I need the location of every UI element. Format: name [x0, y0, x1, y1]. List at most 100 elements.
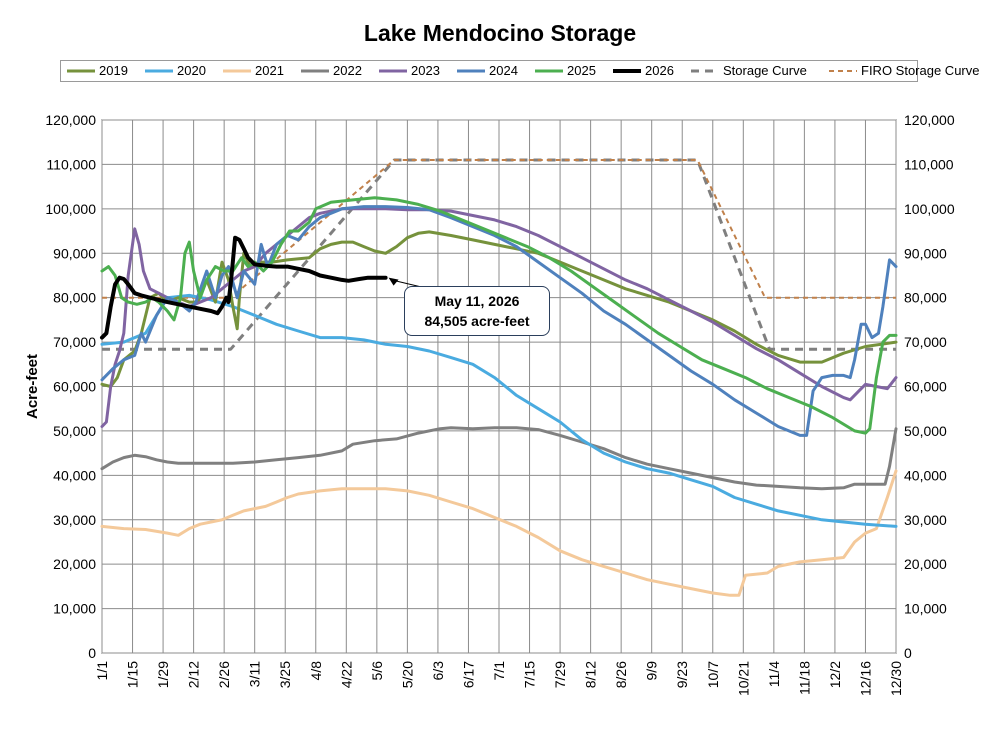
legend-swatch	[223, 69, 251, 73]
x-tick-label: 4/22	[338, 661, 354, 688]
y-tick-label-right: 100,000	[904, 201, 955, 217]
legend-item: 2019	[65, 62, 128, 80]
y-tick-label-left: 50,000	[53, 423, 96, 439]
y-tick-label-left: 40,000	[53, 467, 96, 483]
y-tick-label-left: 60,000	[53, 379, 96, 395]
legend: 2019 2020 2021 2022 2023 2024 2025 2026 Storage …	[60, 60, 980, 82]
legend-label: 2020	[177, 63, 206, 78]
legend-label: 2019	[99, 63, 128, 78]
legend-label: 2022	[333, 63, 362, 78]
x-tick-label: 12/16	[857, 661, 873, 696]
y-tick-label-right: 30,000	[904, 512, 947, 528]
legend-label: Storage Curve	[723, 63, 807, 78]
y-tick-label-left: 80,000	[53, 290, 96, 306]
legend-label: 2024	[489, 63, 518, 78]
legend-item: 2023	[377, 62, 440, 80]
legend-label: 2023	[411, 63, 440, 78]
x-tick-label: 3/11	[247, 661, 263, 687]
x-tick-label: 5/20	[399, 661, 415, 688]
x-tick-label: 6/3	[430, 661, 446, 681]
x-tick-label: 2/12	[186, 661, 202, 688]
grid	[101, 119, 897, 654]
x-tick-label: 7/15	[522, 661, 538, 688]
legend-swatch	[457, 69, 485, 73]
annotation-callout: May 11, 2026 84,505 acre-feet	[404, 286, 550, 336]
x-tick-label: 6/17	[460, 661, 476, 688]
legend-swatch	[829, 70, 857, 72]
y-tick-label-right: 40,000	[904, 467, 947, 483]
series-line-2023	[100, 207, 898, 428]
chart-title: Lake Mendocino Storage	[363, 20, 637, 46]
annotation-value: 84,505 acre-feet	[424, 313, 530, 329]
y-tick-label-right: 110,000	[904, 156, 954, 172]
legend-swatch	[301, 69, 329, 73]
legend-swatch	[613, 69, 641, 73]
x-tick-label: 12/2	[827, 661, 843, 688]
x-tick-label: 7/29	[552, 661, 568, 688]
y-tick-label-right: 20,000	[904, 556, 947, 572]
x-tick-label: 10/21	[735, 661, 751, 696]
x-tick-label: 11/18	[796, 661, 812, 695]
legend-swatch	[145, 69, 173, 73]
y-tick-label-left: 70,000	[53, 334, 96, 350]
legend-label: 2025	[567, 63, 596, 78]
legend-label: 2021	[255, 63, 284, 78]
y-tick-label-right: 90,000	[904, 245, 947, 261]
x-tick-label: 2/26	[216, 661, 232, 688]
series-line-2026	[100, 235, 388, 340]
series-line-2021	[100, 469, 898, 597]
y-tick-label-right: 0	[904, 645, 912, 661]
annotation-arrowhead	[388, 277, 399, 286]
x-tick-label: 1/1	[94, 661, 110, 681]
legend-label: FIRO Storage Curve	[861, 63, 980, 78]
x-tick-label: 1/15	[125, 661, 141, 688]
legend-label: 2026	[645, 63, 674, 78]
legend-swatch	[691, 69, 719, 73]
legend-item: 2025	[533, 62, 596, 80]
series-line-firo-storage-curve	[102, 159, 896, 299]
axes: 0 0 10,000 10,000 20,000 20,000 30,000 30,000 40…	[24, 112, 955, 696]
legend-item: FIRO Storage Curve	[827, 62, 980, 80]
x-tick-label: 3/25	[277, 661, 293, 688]
y-tick-label-left: 0	[88, 645, 96, 661]
y-tick-label-left: 90,000	[53, 245, 96, 261]
y-tick-label-left: 30,000	[53, 512, 96, 528]
legend-item: 2022	[299, 62, 362, 80]
y-tick-label-left: 20,000	[53, 556, 96, 572]
series-line-2025	[100, 196, 898, 435]
series-line-2024	[100, 205, 898, 437]
y-tick-label-left: 100,000	[45, 201, 96, 217]
legend-item: 2026	[611, 62, 674, 80]
y-tick-label-right: 50,000	[904, 423, 947, 439]
annotation-date: May 11, 2026	[434, 293, 520, 309]
legend-item: 2024	[455, 62, 518, 80]
x-tick-label: 12/30	[888, 661, 904, 696]
legend-swatch	[379, 69, 407, 73]
legend-swatch	[535, 69, 563, 73]
x-tick-label: 5/6	[369, 661, 385, 681]
legend-item: 2020	[143, 62, 206, 80]
x-tick-label: 7/1	[491, 661, 507, 681]
y-tick-label-right: 70,000	[904, 334, 947, 350]
legend-swatch	[67, 69, 95, 73]
y-tick-label-right: 120,000	[904, 112, 955, 128]
x-tick-label: 4/8	[308, 661, 324, 681]
legend-item: 2021	[221, 62, 284, 80]
y-tick-label-right: 10,000	[904, 601, 947, 617]
y-tick-label-left: 120,000	[45, 112, 96, 128]
y-axis-title: Acre-feet	[24, 354, 41, 419]
y-tick-label-right: 60,000	[904, 379, 947, 395]
y-tick-label-right: 80,000	[904, 290, 947, 306]
y-tick-label-left: 10,000	[53, 601, 96, 617]
series-line-2022	[100, 426, 898, 491]
x-tick-label: 10/7	[705, 661, 721, 688]
x-tick-label: 9/23	[674, 661, 690, 688]
series-lines	[100, 158, 898, 597]
x-tick-label: 8/26	[613, 661, 629, 688]
legend-item: Storage Curve	[689, 62, 811, 80]
x-tick-label: 11/4	[766, 661, 782, 687]
x-tick-label: 8/12	[583, 661, 599, 688]
y-tick-label-left: 110,000	[46, 156, 96, 172]
x-tick-label: 1/29	[155, 661, 171, 688]
